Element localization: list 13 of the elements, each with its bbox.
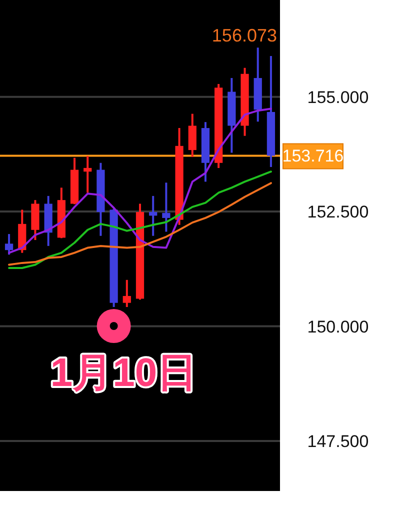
candlestick [84, 155, 92, 194]
y-tick-label: 150.000 [307, 317, 369, 336]
line-series [8, 108, 272, 254]
candlestick [4, 233, 14, 256]
annotation: 1月10日 [50, 351, 198, 395]
y-tick-label: 155.000 [307, 88, 369, 107]
candlestick [122, 278, 131, 308]
candlestick [162, 182, 170, 233]
annotation: 156.073 [212, 26, 277, 46]
ref-line-label: 153.716 [282, 146, 344, 166]
candlestick [149, 194, 158, 237]
y-tick-label: 147.500 [307, 432, 369, 451]
y-tick-label: 152.500 [307, 202, 369, 222]
